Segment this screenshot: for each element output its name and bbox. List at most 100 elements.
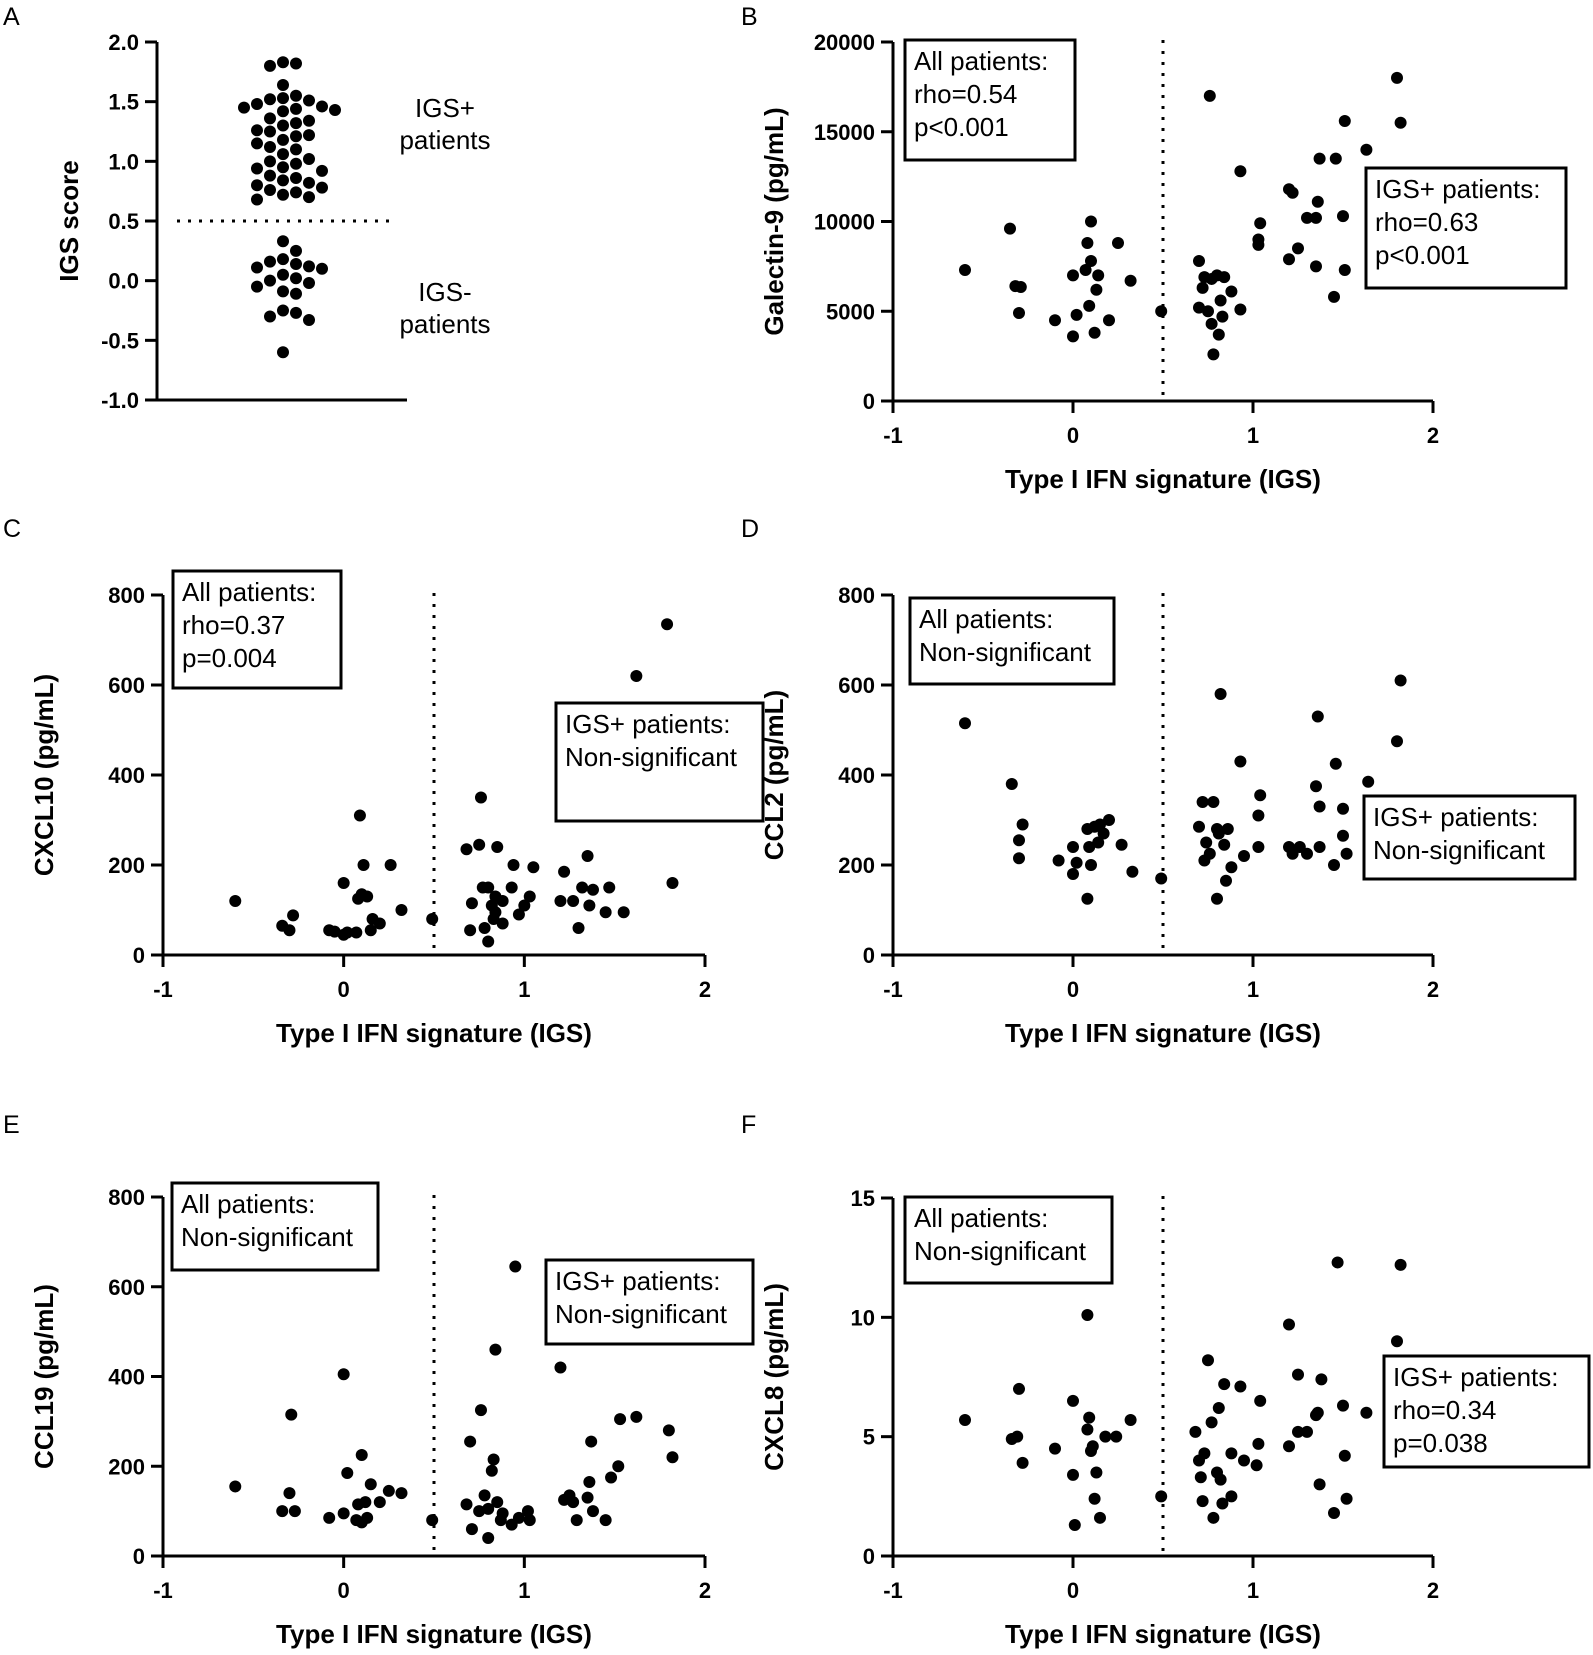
data-point — [277, 133, 289, 146]
data-point — [1252, 809, 1265, 822]
data-point — [290, 130, 302, 143]
data-point — [1202, 1354, 1214, 1367]
data-point — [382, 1484, 395, 1497]
data-point — [1301, 847, 1313, 860]
data-point — [474, 1404, 487, 1417]
data-point — [290, 57, 302, 70]
x-tick-label: 1 — [1247, 1578, 1259, 1603]
annotation-box — [171, 569, 343, 690]
data-point — [576, 881, 589, 894]
data-point — [1238, 850, 1250, 862]
annotation-line: All patients: — [914, 1203, 1048, 1233]
data-point — [1196, 281, 1209, 294]
data-point — [316, 181, 328, 194]
data-point — [277, 188, 289, 201]
data-point — [1234, 165, 1247, 178]
data-point — [959, 263, 971, 276]
data-point — [1049, 314, 1061, 327]
data-point — [1292, 242, 1304, 255]
data-point — [1394, 674, 1407, 687]
data-point — [251, 280, 263, 293]
data-point — [277, 105, 289, 118]
data-point — [1097, 827, 1110, 840]
data-point — [303, 114, 315, 127]
data-point — [1301, 1425, 1313, 1438]
data-point — [426, 1514, 439, 1527]
data-point — [277, 253, 289, 266]
data-point — [1090, 283, 1103, 296]
x-tick-label: 2 — [699, 977, 711, 1002]
data-point — [303, 152, 315, 165]
data-point — [1067, 330, 1079, 343]
data-point — [460, 1498, 473, 1511]
data-point — [1360, 1406, 1373, 1419]
annotation-line: rho=0.34 — [1393, 1395, 1496, 1425]
x-tick-label: 0 — [338, 977, 350, 1002]
data-point — [1362, 775, 1375, 788]
x-tick-label: 0 — [1067, 423, 1079, 448]
data-point — [1310, 260, 1322, 273]
data-point — [521, 1505, 534, 1518]
data-point — [1081, 237, 1094, 250]
data-point — [605, 1471, 618, 1484]
data-point — [662, 1424, 675, 1437]
data-point — [290, 172, 302, 185]
data-point — [264, 274, 276, 287]
data-point — [1211, 892, 1223, 905]
data-point — [1315, 1373, 1328, 1386]
data-point — [1254, 789, 1267, 802]
data-point — [1126, 865, 1139, 878]
y-tick-label: 800 — [838, 583, 875, 608]
y-tick-label: 0 — [863, 389, 875, 414]
data-point — [303, 314, 315, 327]
igs-positive-label: patients — [399, 125, 490, 155]
annotation-box — [1382, 1354, 1591, 1469]
data-point — [558, 865, 571, 878]
annotation-igs-positive: IGS+ patients:rho=0.34p=0.038 — [1382, 1354, 1591, 1469]
data-point — [1220, 874, 1232, 887]
data-point — [1085, 215, 1097, 228]
data-point — [288, 1505, 301, 1518]
data-point — [1049, 1442, 1061, 1455]
data-point — [251, 261, 263, 274]
annotation-line: All patients: — [182, 577, 316, 607]
data-point — [355, 1449, 368, 1462]
data-point — [1221, 823, 1234, 835]
data-point — [1207, 1511, 1220, 1524]
data-point — [373, 917, 386, 930]
data-point — [264, 155, 276, 168]
data-point — [290, 117, 302, 130]
data-point — [1218, 1378, 1231, 1391]
data-point — [277, 268, 289, 281]
data-point — [426, 913, 439, 925]
y-tick-label: 0 — [863, 1544, 875, 1569]
data-point — [251, 98, 263, 111]
annotation-line: Non-significant — [1373, 835, 1546, 865]
data-point — [1313, 152, 1326, 165]
data-point — [482, 935, 495, 948]
annotation-line: p=0.038 — [1393, 1428, 1488, 1458]
x-axis-title: Type I IFN signature (IGS) — [1005, 1018, 1321, 1048]
data-point — [464, 924, 477, 937]
data-point — [1189, 1425, 1202, 1438]
data-point — [1311, 195, 1324, 208]
data-point — [1313, 800, 1326, 813]
data-point — [359, 1496, 372, 1509]
data-point — [482, 881, 495, 894]
data-point — [1196, 796, 1209, 808]
data-point — [482, 1532, 495, 1545]
data-point — [496, 917, 509, 930]
data-point — [518, 899, 531, 912]
annotation-box — [554, 701, 765, 823]
x-axis-title: Type I IFN signature (IGS) — [276, 1619, 592, 1649]
data-point — [1328, 859, 1340, 871]
x-axis-title: Type I IFN signature (IGS) — [1005, 1619, 1321, 1649]
y-axis-title: CXCL8 (pg/mL) — [759, 1283, 789, 1471]
data-point — [264, 93, 276, 106]
y-tick-label: 600 — [108, 1275, 145, 1300]
data-point — [1155, 305, 1168, 318]
data-point — [287, 909, 300, 922]
data-point — [1328, 1507, 1340, 1520]
data-point — [572, 922, 585, 934]
annotation-line: rho=0.54 — [914, 79, 1017, 109]
